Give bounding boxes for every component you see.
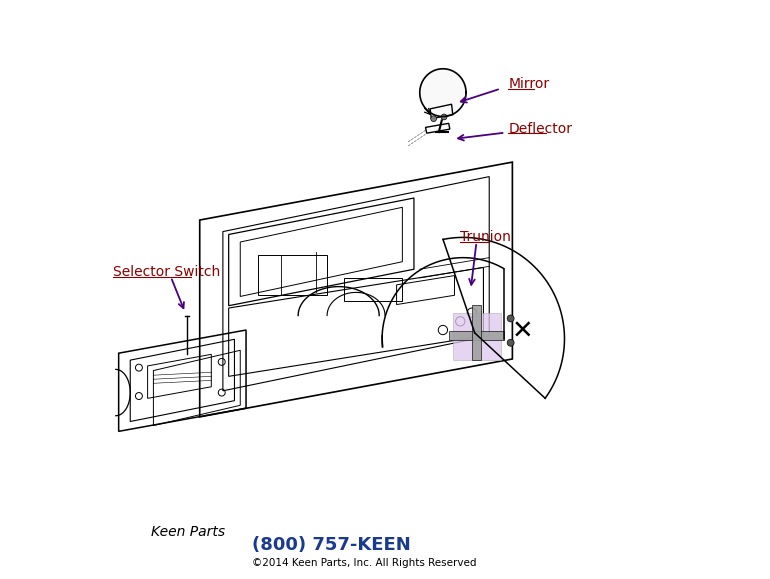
Circle shape — [507, 315, 514, 322]
Bar — [258, 255, 327, 295]
Bar — [344, 278, 403, 301]
Text: Trunion: Trunion — [460, 230, 511, 244]
Bar — [449, 331, 504, 340]
Text: (800) 757-KEEN: (800) 757-KEEN — [252, 536, 410, 555]
Bar — [472, 305, 481, 360]
Bar — [454, 313, 500, 360]
Circle shape — [430, 116, 437, 122]
Circle shape — [441, 114, 447, 120]
Text: Keen Parts: Keen Parts — [150, 525, 225, 538]
Text: Selector Switch: Selector Switch — [113, 265, 220, 279]
Text: ©2014 Keen Parts, Inc. All Rights Reserved: ©2014 Keen Parts, Inc. All Rights Reserv… — [252, 558, 477, 568]
Polygon shape — [420, 69, 466, 116]
Circle shape — [507, 339, 514, 346]
Text: Mirror: Mirror — [508, 77, 550, 91]
Text: Deflector: Deflector — [508, 122, 572, 135]
